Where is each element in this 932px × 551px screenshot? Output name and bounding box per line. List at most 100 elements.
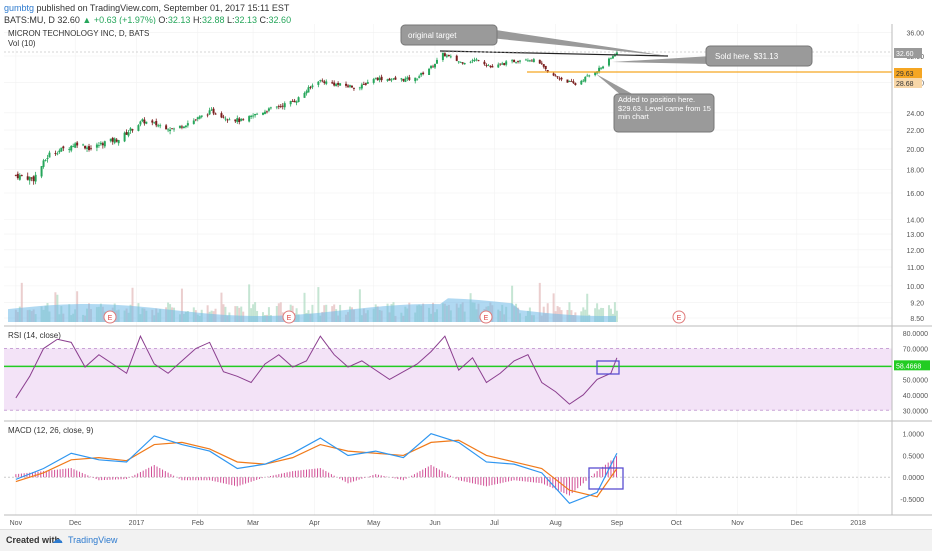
candle-body [265, 111, 268, 113]
candle-body [171, 128, 174, 130]
time-tick-label: Dec [69, 520, 82, 527]
candle-body [200, 115, 203, 117]
author-link[interactable]: gumbtg [4, 3, 35, 13]
volume-bar [615, 310, 618, 322]
candle-body [269, 107, 272, 109]
candle-body [360, 84, 363, 89]
price-tick-label: 24.00 [906, 111, 924, 118]
candle-body [615, 51, 618, 55]
candle-body [435, 59, 438, 64]
candle-body [252, 115, 255, 117]
volume-bar [602, 308, 605, 322]
candle-body [386, 79, 389, 81]
candle-body [30, 177, 33, 179]
candle-body [613, 55, 616, 57]
rsi-value-tag [894, 360, 930, 371]
candle-body [220, 113, 223, 118]
candle-body [580, 80, 583, 85]
quote-line: BATS:MU, D 32.60 ▲ +0.63 (+1.97%) O:32.1… [4, 15, 291, 25]
candle-body [182, 126, 185, 129]
rsi-tick-label: 50.0000 [903, 377, 928, 384]
rsi-tick-label: 80.0000 [903, 331, 928, 338]
candle-body [97, 145, 100, 147]
time-axis[interactable]: Nov Dec 2017 Feb Mar Apr May Jun Jul Aug Sep Oct Nov… [10, 520, 866, 527]
earnings-icon[interactable] [672, 310, 686, 324]
candle-body [82, 144, 85, 146]
volume-bar [568, 302, 571, 322]
candle-body [499, 63, 502, 65]
callout-text: Sold here. $31.13 [715, 52, 779, 61]
candle-body [505, 61, 508, 65]
chart-svg[interactable]: MICRON TECHNOLOGY INC, D, BATS Vol (10) … [0, 0, 932, 530]
volume-bar [254, 302, 257, 322]
candle-body [459, 61, 462, 63]
candle-body [586, 75, 589, 77]
candle-body [430, 65, 433, 69]
candle-body [277, 106, 280, 108]
volume-bar [594, 308, 597, 322]
candle-body [532, 59, 535, 63]
volume-bar [236, 306, 239, 322]
callout-original-target: original target [400, 24, 668, 56]
candle-body [317, 81, 320, 85]
volume-bar [596, 303, 599, 322]
symbol-label: BATS:MU, D [4, 15, 55, 25]
time-tick-label: May [367, 520, 381, 527]
callout-added: Added to position here. $29.63. Level ca… [596, 74, 715, 133]
time-tick-label: Dec [791, 520, 804, 527]
volume-bar [552, 293, 555, 322]
candle-body [127, 132, 130, 136]
time-tick-label: Jul [490, 520, 499, 527]
candle-body [178, 125, 181, 128]
candle-body [497, 64, 500, 68]
earnings-icon[interactable] [103, 310, 117, 324]
candle-body [445, 55, 448, 57]
time-tick-label: Nov [10, 520, 23, 527]
candle-body [607, 58, 610, 66]
candle-body [210, 109, 213, 111]
candle-body [46, 158, 49, 160]
macd-title: MACD (12, 26, close, 9) [8, 426, 94, 435]
candle-body [281, 105, 284, 107]
price-tag [894, 68, 922, 78]
volume-bar [238, 307, 241, 322]
candle-body [588, 75, 591, 77]
candle-body [366, 82, 369, 84]
candle-body [515, 61, 518, 63]
candle-body [475, 59, 478, 61]
candle-body [48, 152, 51, 158]
callout-sold: Sold here. $31.13 [612, 45, 813, 67]
earnings-icon[interactable] [479, 310, 493, 324]
candle-body [491, 65, 494, 68]
candle-body [275, 106, 278, 108]
candle-body [348, 85, 351, 87]
candle-body [418, 76, 421, 78]
candle-body [600, 67, 603, 69]
volume-bar [250, 308, 253, 322]
candle-body [602, 66, 605, 69]
highlight-box [588, 467, 624, 490]
candle-body [125, 132, 128, 135]
candle-body [428, 68, 431, 76]
time-tick-label: Feb [192, 520, 204, 527]
price-axis[interactable]: 36.0032.0028.0024.0022.0020.0018.0016.00… [894, 31, 924, 323]
candle-body [303, 93, 306, 98]
candle-body [483, 61, 486, 65]
candle-body [228, 119, 231, 121]
candle-body [380, 76, 383, 81]
candle-body [153, 122, 156, 124]
candle-body [528, 60, 531, 62]
candle-body [485, 64, 488, 66]
candle-body [416, 78, 419, 80]
open-value: 32.13 [167, 15, 191, 25]
candle-body [238, 118, 241, 123]
candle-body [309, 86, 312, 88]
candle-body [364, 83, 367, 85]
tradingview-logo[interactable]: TradingView [68, 535, 118, 545]
price-tag-label: 32.60 [896, 51, 914, 58]
earnings-icon[interactable] [282, 310, 296, 324]
time-tick-label: 2018 [850, 520, 866, 527]
price-tick-label: 13.00 [906, 232, 924, 239]
candle-body [186, 123, 189, 126]
